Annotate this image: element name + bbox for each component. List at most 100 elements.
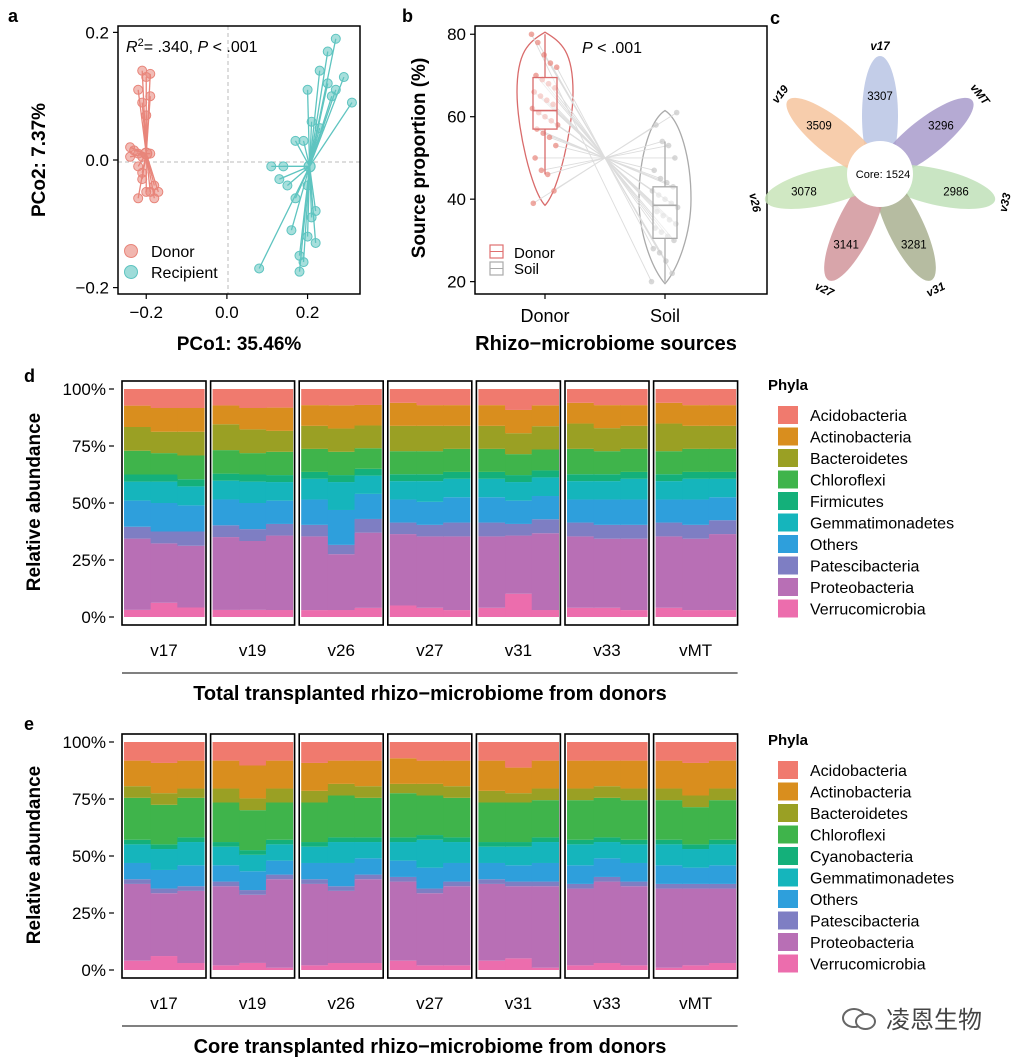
bar-segment-patescibacteria [327, 544, 356, 555]
bar-segment-cyanobacteria [478, 842, 506, 847]
pcoa-point-recipient [266, 161, 277, 172]
bar-segment-actinobacteria [150, 408, 178, 432]
core-legend-title: Phyla [768, 732, 809, 749]
y-tick-label: 50% [72, 494, 106, 513]
violin-point-soil [669, 270, 675, 277]
violin-point-soil [648, 278, 655, 285]
bar-segment-acidobacteria [327, 742, 356, 761]
bar-segment-chloroflexi [620, 448, 648, 472]
bar-segment-patescibacteria [150, 531, 178, 544]
bar-segment-verrucomicrobia [682, 965, 710, 970]
bar-segment-proteobacteria [567, 536, 595, 608]
bar-segment-bacteroidetes [593, 428, 621, 452]
legend-label-chloroflexi: Chloroflexi [810, 473, 886, 490]
flower-core-circle [847, 141, 913, 207]
pcoa-point-recipient [310, 237, 321, 248]
bar-segment-acidobacteria [239, 389, 267, 408]
bar-segment-gemmatimonadetes [531, 477, 559, 497]
legend-label-patescibacteria: Patescibacteria [810, 559, 919, 576]
bar-segment-proteobacteria [593, 538, 621, 608]
bar-segment-proteobacteria [150, 893, 178, 957]
bar-segment-actinobacteria [301, 762, 329, 791]
bar-segment-patescibacteria [389, 876, 418, 882]
bar-segment-actinobacteria [655, 402, 683, 424]
bar-segment-acidobacteria [708, 742, 737, 761]
bar-segment-patescibacteria [416, 524, 444, 537]
bar-segment-others [389, 860, 418, 877]
bar-segment-patescibacteria [505, 523, 533, 536]
bar-segment-actinobacteria [505, 767, 533, 794]
bar-segment-bacteroidetes [150, 431, 178, 454]
bar-segment-verrucomicrobia [354, 607, 382, 617]
bar-segment-chloroflexi [531, 800, 559, 838]
bar-segment-others [177, 865, 205, 887]
bar-segment-cyanobacteria [239, 850, 267, 855]
legend-swatch-chloroflexi [778, 470, 798, 489]
bar-segment-actinobacteria [327, 405, 356, 429]
bar-segment-acidobacteria [150, 389, 178, 408]
bar-segment-chloroflexi [416, 451, 444, 475]
bar-segment-actinobacteria [301, 405, 329, 426]
bar-segment-chloroflexi [354, 448, 382, 469]
bar-segment-others [150, 869, 178, 889]
pcoa-point-donor [141, 186, 152, 197]
bar-segment-others [655, 499, 683, 523]
bar-segment-chloroflexi [239, 453, 267, 475]
bar-segment-chloroflexi [389, 793, 418, 838]
legend-label-chloroflexi: Chloroflexi [810, 828, 886, 845]
pcoa-r2-annotation: R2= .340, P < .001 [126, 37, 258, 56]
bar-segment-bacteroidetes [124, 786, 152, 798]
legend-label-bacteroidetes: Bacteroidetes [810, 451, 908, 468]
bar-segment-chloroflexi [620, 800, 648, 840]
violin-point-soil [665, 142, 672, 149]
bar-segment-chloroflexi [265, 451, 294, 476]
facet-label-vMT: vMT [679, 641, 712, 660]
bar-segment-bacteroidetes [239, 429, 267, 454]
bar-segment-actinobacteria [212, 405, 240, 425]
bar-segment-verrucomicrobia [443, 965, 471, 970]
bar-segment-chloroflexi [682, 807, 710, 845]
bar-segment-acidobacteria [593, 742, 621, 761]
bar-segment-acidobacteria [505, 742, 533, 768]
bar-segment-acidobacteria [531, 742, 559, 761]
bar-segment-cyanobacteria [567, 839, 595, 845]
facet-frame-v33 [564, 380, 650, 626]
bar-segment-bacteroidetes [416, 783, 444, 796]
legend-donor-swatch [124, 244, 138, 258]
bar-segment-gemmatimonadetes [212, 846, 240, 866]
violin-point-donor [530, 200, 537, 207]
bar-segment-gemmatimonadetes [150, 481, 178, 503]
bar-segment-acidobacteria [389, 389, 418, 403]
legend-label-proteobacteria: Proteobacteria [810, 935, 914, 952]
bar-segment-gemmatimonadetes [443, 478, 471, 498]
bar-segment-actinobacteria [150, 762, 178, 794]
bar-segment-verrucomicrobia [620, 965, 648, 970]
pcoa-x-tick-label: 0.2 [296, 303, 320, 322]
bar-segment-gemmatimonadetes [265, 844, 294, 861]
bar-segment-gemmatimonadetes [682, 478, 710, 500]
bar-segment-others [150, 503, 178, 532]
bar-segment-verrucomicrobia [416, 965, 444, 970]
watermark-text: 凌恩生物 [886, 1005, 982, 1034]
legend-swatch-cyanobacteria [778, 847, 798, 865]
bar-segment-actinobacteria [567, 760, 595, 789]
bar-segment-verrucomicrobia [708, 610, 737, 617]
bar-segment-others [620, 499, 648, 525]
bar-segment-acidobacteria [177, 742, 205, 761]
bar-segment-chloroflexi [443, 448, 471, 472]
bar-segment-acidobacteria [416, 389, 444, 406]
pcoa-points [125, 33, 357, 277]
bar-segment-firmicutes [124, 474, 152, 482]
violin-p-annotation: P < .001 [582, 40, 642, 57]
y-tick-label: 50% [72, 847, 106, 866]
bar-segment-proteobacteria [708, 534, 737, 611]
bar-segment-firmicutes [327, 475, 356, 483]
bar-segment-verrucomicrobia [239, 609, 267, 617]
flower-petal-label: v33 [998, 191, 1014, 213]
bar-segment-verrucomicrobia [505, 958, 533, 970]
flower-petal-label: v31 [925, 281, 947, 300]
bar-segment-acidobacteria [478, 389, 506, 406]
bar-segment-acidobacteria [301, 742, 329, 763]
violin-soil [638, 109, 692, 285]
bar-segment-firmicutes [354, 468, 382, 476]
